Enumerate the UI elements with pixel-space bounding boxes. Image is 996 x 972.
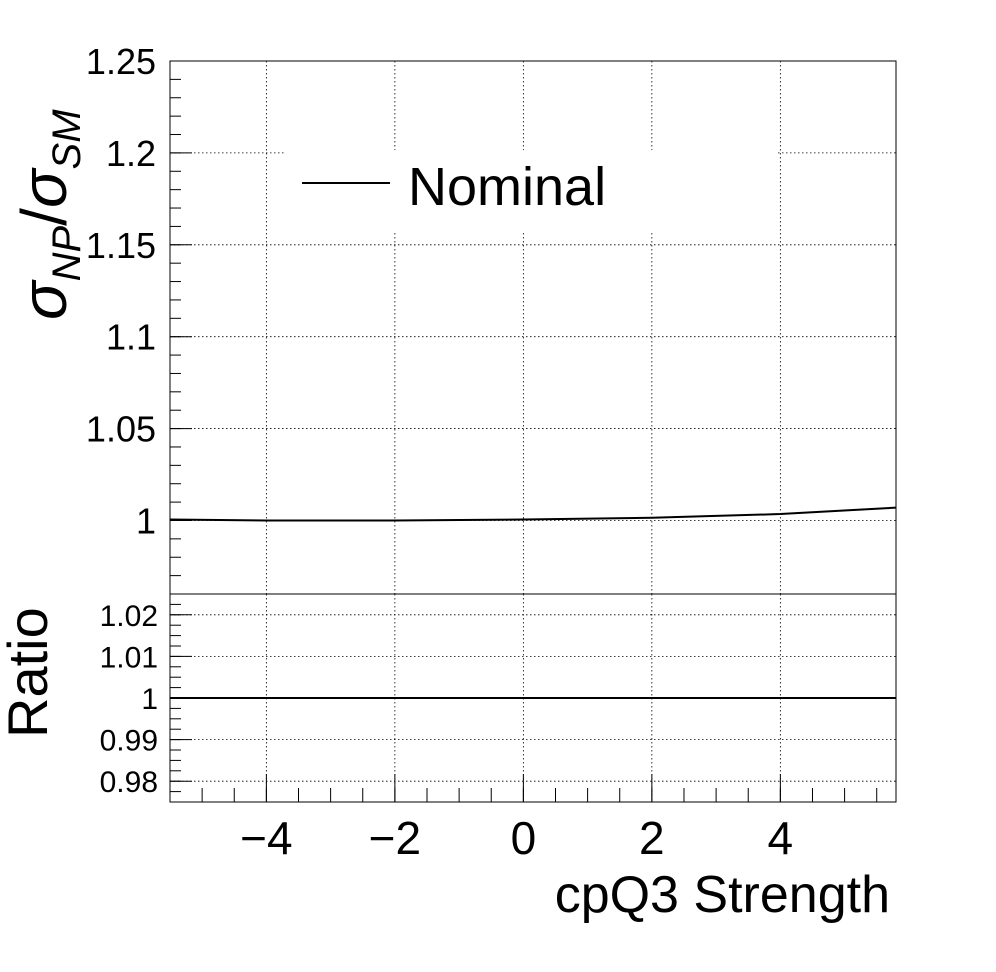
x-tick-label: −2 [369, 812, 421, 864]
ratio-y-tick-label: 1.01 [100, 641, 158, 674]
ratio-y-tick-labels: 0.98 0.99 1 1.01 1.02 [100, 600, 158, 799]
ratio-y-tick-label: 1.02 [100, 600, 158, 633]
x-tick-label: 0 [511, 812, 537, 864]
series-line-nominal [169, 506, 897, 522]
x-tick-labels: −4 −2 0 2 4 [240, 812, 793, 864]
main-y-tick-label: 1 [136, 500, 156, 541]
ratio-y-tick-label: 0.98 [100, 766, 158, 799]
main-y-tick-label: 1.15 [86, 225, 156, 266]
y-title-slash: / [8, 208, 80, 226]
y-title-sigma-np: σ [8, 279, 80, 320]
main-y-tick-label: 1.05 [86, 409, 156, 450]
y-title-sigma-sm: σ [8, 167, 80, 208]
ratio-plot-frame [169, 593, 897, 803]
main-y-tick-labels: 1 1.05 1.1 1.15 1.2 1.25 [86, 41, 156, 541]
main-y-tick-label: 1.1 [106, 317, 156, 358]
x-tick-label: 2 [639, 812, 665, 864]
ratio-y-tick-label: 0.99 [100, 725, 158, 758]
y-title-sub-sm: SM [45, 109, 89, 170]
x-axis-title: cpQ3 Strength [555, 866, 890, 924]
legend-label-nominal: Nominal [408, 157, 606, 217]
x-tick-label: 4 [768, 812, 794, 864]
ratio-ticks [169, 593, 878, 803]
main-y-tick-label: 1.2 [106, 133, 156, 174]
x-tick-label: −4 [240, 812, 292, 864]
ratio-y-axis-title: Ratio [0, 607, 59, 738]
legend: Nominal [284, 150, 778, 232]
main-y-axis-title: σNP/σSM [8, 109, 89, 320]
main-series [169, 506, 897, 522]
ratio-y-tick-label: 1 [141, 683, 158, 716]
main-ticks [170, 60, 192, 595]
main-y-tick-label: 1.25 [86, 41, 156, 82]
y-title-sub-np: NP [45, 226, 89, 282]
